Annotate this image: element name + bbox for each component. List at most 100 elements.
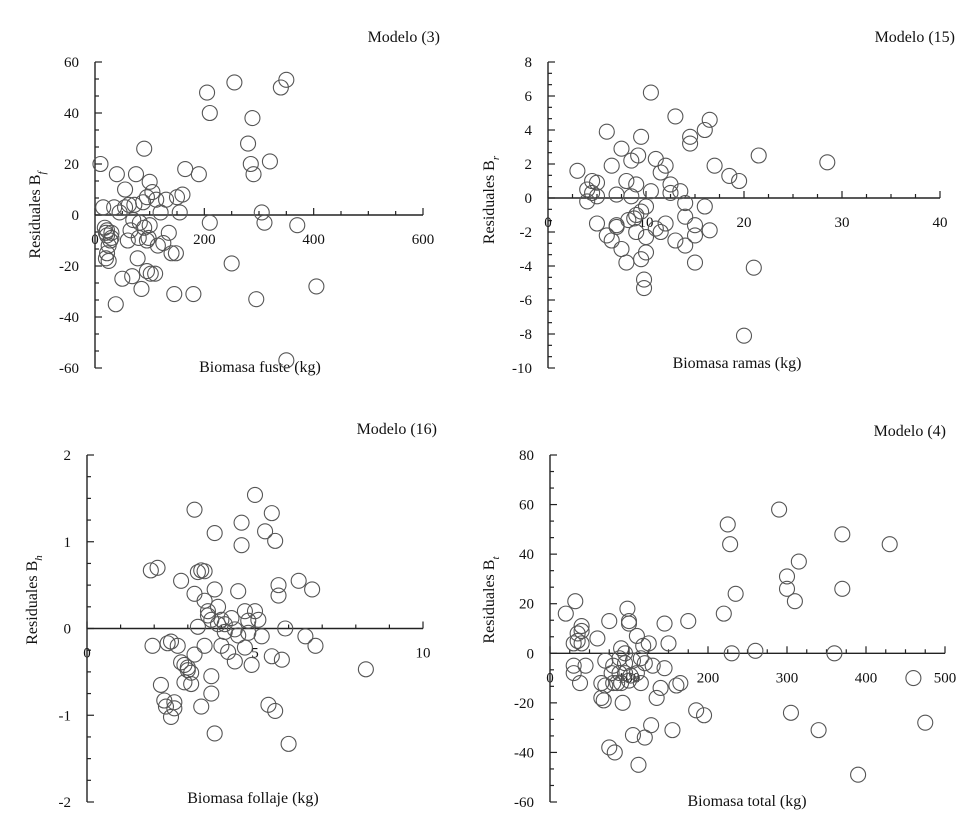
data-point	[263, 648, 280, 665]
data-point	[624, 727, 642, 744]
y-tick-label: 8	[525, 55, 533, 71]
data-point	[149, 559, 166, 576]
y-tick-label: -20	[514, 696, 534, 712]
y-tick-label: 4	[525, 123, 533, 139]
data-point	[98, 227, 116, 244]
data-point	[601, 613, 618, 630]
data-point	[686, 254, 704, 271]
data-point	[206, 525, 223, 542]
data-point	[624, 652, 642, 669]
data-point	[819, 154, 836, 171]
y-axis-title-main: Residuales B	[27, 175, 44, 259]
data-point	[119, 232, 136, 249]
data-point	[117, 199, 134, 216]
y-axis-title-subscript: h	[33, 555, 45, 561]
y-axis-title: Residuales Br	[481, 155, 502, 244]
data-point	[250, 611, 267, 628]
x-tick-label: 40	[933, 215, 948, 231]
data-point	[565, 657, 582, 674]
y-axis-title: Residuales Bf	[27, 170, 48, 259]
x-tick-label: 0	[83, 646, 91, 662]
data-point	[280, 735, 297, 752]
data-point	[628, 665, 645, 682]
data-point	[648, 689, 665, 706]
data-point	[611, 650, 628, 667]
data-point	[177, 161, 194, 178]
data-point	[166, 694, 183, 711]
data-point	[203, 685, 220, 702]
data-point	[719, 516, 736, 533]
data-point	[253, 204, 270, 221]
data-point	[626, 210, 643, 227]
data-point	[131, 214, 148, 231]
data-point	[630, 147, 647, 164]
data-point	[196, 563, 213, 580]
data-point	[186, 585, 203, 602]
data-point	[278, 71, 295, 88]
data-point	[701, 222, 718, 239]
data-point	[97, 224, 114, 241]
data-point	[206, 725, 223, 742]
y-tick-label: 0	[64, 622, 72, 638]
data-point	[623, 188, 640, 205]
data-point	[133, 280, 150, 298]
data-point	[213, 611, 230, 628]
x-tick-label: 400	[855, 670, 878, 686]
data-point	[201, 214, 218, 231]
y-tick-label: 6	[525, 89, 533, 105]
data-point	[722, 536, 739, 553]
data-point	[735, 327, 753, 344]
y-tick-label: 40	[519, 547, 534, 563]
data-point	[881, 536, 898, 553]
data-point	[160, 224, 177, 241]
data-point	[278, 352, 295, 369]
x-axis-title: Biomasa ramas (kg)	[673, 355, 802, 372]
data-point	[141, 217, 158, 234]
data-point	[834, 526, 851, 543]
y-tick-label: -40	[59, 310, 79, 326]
data-point	[277, 620, 294, 637]
data-point	[127, 166, 145, 183]
y-tick-label: 20	[519, 597, 534, 613]
data-point	[667, 108, 684, 125]
data-point	[782, 704, 800, 721]
data-point	[647, 150, 664, 167]
chart-title: Modelo (16)	[357, 421, 437, 438]
data-point	[609, 674, 626, 692]
y-tick-label: -2	[59, 795, 72, 811]
data-point	[771, 501, 788, 518]
data-point	[620, 615, 638, 632]
data-point	[167, 245, 184, 262]
data-point	[230, 627, 247, 644]
y-axis-title: Residuales Bt	[481, 556, 502, 644]
data-point	[637, 229, 655, 246]
data-point	[245, 166, 262, 183]
data-point	[248, 291, 265, 308]
data-point	[643, 717, 660, 734]
data-point	[637, 244, 655, 261]
data-point	[745, 259, 762, 276]
data-point	[186, 646, 203, 663]
data-point	[715, 605, 732, 622]
data-point	[199, 84, 216, 101]
chart-title: Modelo (4)	[874, 423, 946, 440]
data-point	[148, 191, 165, 208]
data-point	[135, 194, 152, 211]
data-point	[142, 265, 159, 282]
data-point	[579, 181, 596, 198]
data-point	[569, 632, 586, 649]
data-point	[573, 617, 590, 635]
y-tick-label: 20	[64, 157, 79, 173]
y-axis-title-main: Residuales B	[481, 560, 498, 644]
data-point	[304, 581, 321, 598]
y-axis-title-subscript: r	[490, 155, 502, 160]
data-point	[636, 655, 653, 672]
data-point	[100, 252, 117, 269]
data-point	[598, 227, 615, 244]
data-point	[236, 603, 253, 620]
data-point	[917, 714, 934, 731]
data-point	[588, 174, 606, 191]
data-point	[620, 212, 637, 229]
data-point	[682, 135, 699, 152]
